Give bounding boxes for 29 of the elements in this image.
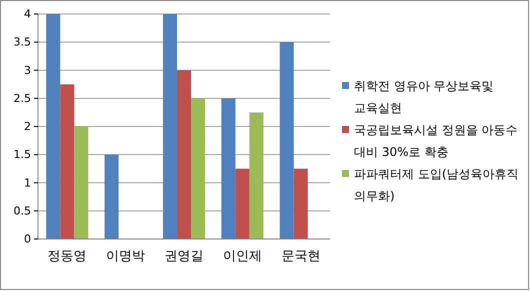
bar (104, 154, 119, 239)
y-tick-label: 0 (24, 232, 31, 246)
bar (74, 126, 88, 239)
y-tick-label: 3.5 (14, 36, 31, 49)
x-tick-label: 권영길 (164, 249, 204, 264)
y-tick-label: 4 (24, 8, 31, 21)
bar (249, 112, 264, 239)
bar (294, 168, 308, 239)
x-tick-label: 이명박 (106, 249, 146, 264)
bar (280, 42, 294, 239)
legend-label: 국공립보육시설 정원을 아동수 대비 30%로 확충 (354, 123, 518, 159)
bar (235, 168, 250, 239)
legend-label: 파파쿼터제 도입(남성육아휴직 의무화) (354, 167, 518, 203)
y-tick-label: 1.5 (14, 148, 31, 162)
x-tick-label: 이인제 (222, 249, 262, 264)
x-tick-label: 문국현 (281, 249, 320, 264)
bar (60, 84, 74, 239)
y-tick-label: 1 (24, 176, 31, 190)
bar (176, 70, 192, 239)
y-tick-label: 2.5 (14, 92, 31, 105)
bar (162, 14, 177, 239)
bar (221, 98, 236, 239)
y-tick-label: 3 (24, 64, 31, 77)
y-tick-label: 0.5 (14, 204, 31, 218)
legend-label: 취학전 영유아 무상보육및 교육실현 (354, 79, 494, 115)
x-tick-label: 정동영 (48, 249, 87, 264)
bar (46, 14, 60, 239)
bar (191, 98, 206, 239)
y-tick-label: 2 (24, 120, 31, 134)
